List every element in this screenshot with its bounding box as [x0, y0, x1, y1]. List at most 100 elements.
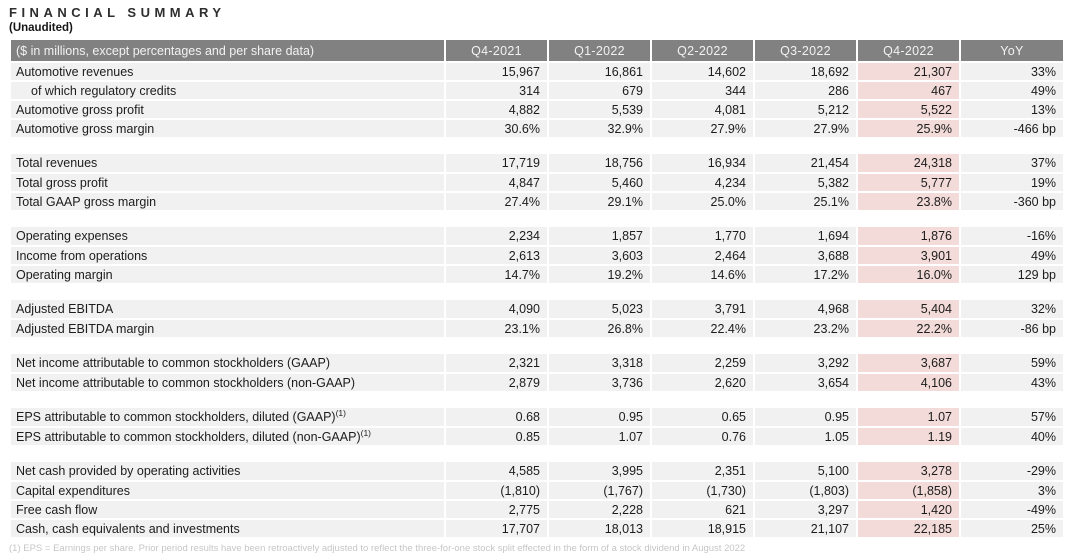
cell-q3-2022: 0.95 — [753, 408, 858, 428]
cell-q2-2022: 1,770 — [650, 227, 755, 247]
cell-q4-2022: 22.2% — [856, 319, 961, 339]
cell-q4-2021: 4,090 — [444, 300, 549, 320]
cell-q2-2022: 18,915 — [650, 519, 755, 539]
cell-q1-2022: 2,228 — [547, 500, 652, 520]
section-spacer-row — [10, 211, 1064, 227]
cell-q1-2022: 18,756 — [547, 154, 652, 174]
cell-q3-2022: 5,382 — [753, 173, 858, 193]
cell-q4-2022: 1.07 — [856, 408, 961, 428]
cell-yoy: -360 bp — [959, 192, 1065, 212]
row-label: EPS attributable to common stockholders,… — [9, 427, 446, 447]
table-row: of which regulatory credits 314 679 344 286 4… — [9, 81, 1065, 101]
cell-q4-2021: 23.1% — [444, 319, 549, 339]
cell-q4-2022: 1.19 — [856, 427, 961, 447]
cell-yoy: -16% — [959, 227, 1065, 247]
cell-q4-2022: 3,687 — [856, 354, 961, 374]
table-row: Total gross profit 4,847 5,460 4,234 5,382 5,… — [9, 173, 1065, 193]
table-header-units-label: ($ in millions, except percentages and p… — [9, 40, 446, 63]
cell-q2-2022: (1,730) — [650, 481, 755, 501]
cell-q4-2021: 4,847 — [444, 173, 549, 193]
column-header-q2-2022: Q2-2022 — [650, 40, 755, 63]
row-label: Automotive gross profit — [9, 100, 446, 120]
cell-yoy: 49% — [959, 246, 1065, 266]
table-row: EPS attributable to common stockholders,… — [9, 427, 1065, 447]
cell-q4-2022: 23.8% — [856, 192, 961, 212]
cell-q4-2021: 2,879 — [444, 373, 549, 393]
cell-yoy: 25% — [959, 519, 1065, 539]
cell-q1-2022: 5,460 — [547, 173, 652, 193]
footnote: (1) EPS = Earnings per share. Prior peri… — [9, 543, 746, 554]
page-subtitle: (Unaudited) — [9, 22, 73, 34]
cell-q1-2022: 3,995 — [547, 462, 652, 482]
row-label: Automotive gross margin — [9, 119, 446, 139]
cell-yoy: 59% — [959, 354, 1065, 374]
cell-q3-2022: 21,454 — [753, 154, 858, 174]
cell-q4-2022: 22,185 — [856, 519, 961, 539]
cell-yoy: 32% — [959, 300, 1065, 320]
cell-q1-2022: 3,603 — [547, 246, 652, 266]
cell-q2-2022: 2,620 — [650, 373, 755, 393]
cell-yoy: 33% — [959, 62, 1065, 82]
cell-q2-2022: 4,234 — [650, 173, 755, 193]
table-row: Operating expenses 2,234 1,857 1,770 1,694 1,… — [9, 227, 1065, 247]
row-label: Free cash flow — [9, 500, 446, 520]
cell-q2-2022: 27.9% — [650, 119, 755, 139]
row-label: of which regulatory credits — [9, 81, 446, 101]
cell-q3-2022: 4,968 — [753, 300, 858, 320]
row-label: Net income attributable to common stockh… — [9, 373, 446, 393]
table-row: Net income attributable to common stockh… — [9, 373, 1065, 393]
column-header-q4-2021: Q4-2021 — [444, 40, 549, 63]
table-row: Net cash provided by operating activitie… — [9, 462, 1065, 482]
cell-q2-2022: 0.76 — [650, 427, 755, 447]
cell-q4-2022: 3,901 — [856, 246, 961, 266]
cell-yoy: 19% — [959, 173, 1065, 193]
cell-q4-2021: 4,882 — [444, 100, 549, 120]
cell-q4-2022: 1,876 — [856, 227, 961, 247]
cell-q4-2021: 17,719 — [444, 154, 549, 174]
section-spacer-row — [10, 138, 1064, 154]
cell-q1-2022: 3,736 — [547, 373, 652, 393]
table-row: Automotive revenues 15,967 16,861 14,602 18,… — [9, 62, 1065, 82]
cell-q4-2022: (1,858) — [856, 481, 961, 501]
cell-q1-2022: 26.8% — [547, 319, 652, 339]
table-row: Income from operations 2,613 3,603 2,464 3,6… — [9, 246, 1065, 266]
cell-q3-2022: 3,297 — [753, 500, 858, 520]
row-label: Cash, cash equivalents and investments — [9, 519, 446, 539]
cell-q3-2022: 3,688 — [753, 246, 858, 266]
cell-q3-2022: 18,692 — [753, 62, 858, 82]
cell-q1-2022: 5,023 — [547, 300, 652, 320]
column-header-q3-2022: Q3-2022 — [753, 40, 858, 63]
row-label: Income from operations — [9, 246, 446, 266]
cell-q3-2022: 5,100 — [753, 462, 858, 482]
section-spacer-row — [10, 338, 1064, 354]
cell-q4-2022: 1,420 — [856, 500, 961, 520]
cell-q4-2022: 3,278 — [856, 462, 961, 482]
row-label: Total gross profit — [9, 173, 446, 193]
table-row: Adjusted EBITDA 4,090 5,023 3,791 4,968 5,404… — [9, 300, 1065, 320]
column-header-q1-2022: Q1-2022 — [547, 40, 652, 63]
cell-q4-2021: 2,775 — [444, 500, 549, 520]
table-row: Net income attributable to common stockh… — [9, 354, 1065, 374]
cell-q1-2022: 19.2% — [547, 265, 652, 285]
cell-q3-2022: 25.1% — [753, 192, 858, 212]
cell-q4-2022: 5,522 — [856, 100, 961, 120]
cell-yoy: 129 bp — [959, 265, 1065, 285]
cell-q4-2022: 21,307 — [856, 62, 961, 82]
cell-q4-2021: 2,321 — [444, 354, 549, 374]
section-spacer-row — [10, 284, 1064, 300]
cell-q4-2021: 0.68 — [444, 408, 549, 428]
section-spacer-row — [10, 446, 1064, 462]
table-body: Automotive revenues 15,967 16,861 14,602 18,… — [9, 62, 1065, 539]
cell-q1-2022: 3,318 — [547, 354, 652, 374]
row-label: Net cash provided by operating activitie… — [9, 462, 446, 482]
cell-q4-2021: 2,234 — [444, 227, 549, 247]
cell-q1-2022: 0.95 — [547, 408, 652, 428]
table-row: Cash, cash equivalents and investments 17… — [9, 519, 1065, 539]
cell-q3-2022: 286 — [753, 81, 858, 101]
column-header-q4-2022: Q4-2022 — [856, 40, 961, 63]
cell-yoy: -466 bp — [959, 119, 1065, 139]
cell-q2-2022: 16,934 — [650, 154, 755, 174]
cell-q1-2022: (1,767) — [547, 481, 652, 501]
footnote-marker: (1) — [360, 427, 372, 438]
page-title: FINANCIAL SUMMARY — [9, 5, 226, 20]
